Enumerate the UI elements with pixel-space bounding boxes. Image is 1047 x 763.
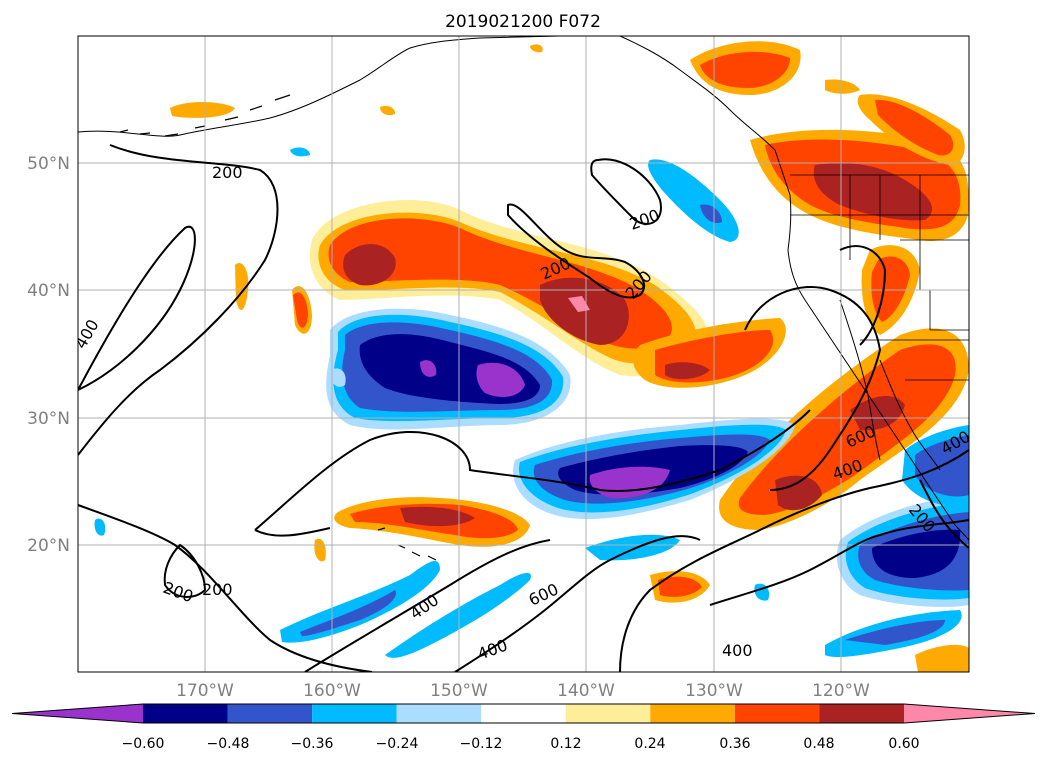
positive-anomaly-region xyxy=(825,79,860,94)
positive-anomaly-region xyxy=(235,262,249,311)
colorbar-tick-label: 0.48 xyxy=(803,736,834,752)
positive-anomaly-region xyxy=(530,44,543,53)
positive-anomaly-region xyxy=(314,538,326,562)
latitude-labels: 50°N 40°N 30°N 20°N xyxy=(27,154,70,556)
lon-label: 150°W xyxy=(430,681,488,701)
negative-anomaly-region xyxy=(845,620,945,645)
contour-label: 400 xyxy=(722,641,753,660)
positive-anomaly-region xyxy=(875,99,954,156)
contour-line xyxy=(839,245,887,346)
positive-anomaly-region xyxy=(293,292,308,328)
negative-anomaly-region xyxy=(476,362,525,397)
positive-anomaly-region xyxy=(540,277,629,345)
positive-anomaly-region xyxy=(665,362,710,380)
positive-anomaly-region xyxy=(738,344,956,515)
lon-label: 130°W xyxy=(685,681,743,701)
state-borders xyxy=(790,174,969,381)
positive-anomaly-region xyxy=(813,163,933,221)
positive-anomaly-region xyxy=(380,105,396,116)
contour-line xyxy=(78,225,196,391)
coastlines xyxy=(78,36,969,561)
positive-anomaly-region xyxy=(400,506,475,527)
colorbar-tick-label: 0.12 xyxy=(550,736,581,752)
colorbar-bin xyxy=(312,704,397,723)
gridlines xyxy=(78,36,969,672)
contour-line xyxy=(304,539,551,672)
colorbar xyxy=(11,703,1036,724)
colorbar-tick-labels: −0.60 −0.48 −0.36 −0.24 −0.12 0.12 0.24 … xyxy=(122,736,920,752)
contour-line xyxy=(78,504,373,672)
negative-anomaly-region xyxy=(280,560,440,643)
lon-label: 120°W xyxy=(812,681,870,701)
contour-line xyxy=(709,519,969,606)
positive-anomaly-region xyxy=(658,576,702,597)
longitude-labels: 170°W 160°W 150°W 140°W 130°W 120°W xyxy=(176,681,870,701)
contour-line xyxy=(163,543,207,598)
negative-anomaly-region xyxy=(872,529,961,578)
colorbar-bin xyxy=(227,704,313,723)
colorbar-tick-label: −0.60 xyxy=(122,736,165,752)
contour-line xyxy=(254,409,811,531)
colorbar-tick-label: −0.12 xyxy=(460,736,503,752)
positive-anomaly-region xyxy=(850,395,905,431)
colorbar-bin xyxy=(819,704,904,723)
negative-anomaly-region xyxy=(330,368,346,387)
map-area: 200 200 200 200 200 200 200 400 400 400 … xyxy=(78,36,969,672)
colorbar-bin xyxy=(904,704,1035,723)
positive-anomaly-region xyxy=(343,244,396,286)
positive-anomaly-region xyxy=(775,475,822,511)
colorbar-tick-label: −0.24 xyxy=(376,736,419,752)
colorbar-bin xyxy=(481,704,566,723)
shaded-anomaly-fields xyxy=(94,41,969,672)
contour-line xyxy=(619,449,969,672)
aleutian-islands xyxy=(119,94,291,137)
lon-label: 140°W xyxy=(557,681,615,701)
negative-anomaly-region xyxy=(420,360,437,377)
contour-line xyxy=(507,203,645,299)
contour-line xyxy=(254,527,331,537)
colorbar-bin xyxy=(12,704,143,723)
lon-label: 170°W xyxy=(176,681,234,701)
negative-anomaly-region xyxy=(94,518,106,536)
map-frame xyxy=(77,35,970,673)
colorbar-bin xyxy=(143,704,228,723)
hawaii-islands xyxy=(377,527,437,561)
colorbar-tick-label: 0.60 xyxy=(888,736,919,752)
colorbar-bin xyxy=(565,704,651,723)
lat-label: 30°N xyxy=(27,409,70,429)
alaska-coastline xyxy=(78,36,776,151)
colorbar-bin xyxy=(396,704,482,723)
lat-label: 50°N xyxy=(27,154,70,174)
positive-anomaly-region xyxy=(170,102,235,118)
colorbar-tick-label: 0.36 xyxy=(719,736,750,752)
negative-anomaly-region xyxy=(290,147,310,157)
colorbar-tick-label: −0.48 xyxy=(207,736,250,752)
negative-anomaly-region xyxy=(300,590,396,636)
contour-line xyxy=(590,158,662,225)
contour-line xyxy=(744,285,882,491)
height-contours xyxy=(78,144,969,672)
contour-line xyxy=(919,479,969,549)
contour-line xyxy=(78,144,279,456)
contour-label: 200 xyxy=(212,163,243,182)
lat-label: 20°N xyxy=(27,536,70,556)
positive-anomaly-region xyxy=(700,51,790,88)
lat-label: 40°N xyxy=(27,281,70,301)
colorbar-bin xyxy=(734,704,820,723)
colorbar-tick-label: 0.24 xyxy=(634,736,665,752)
contour-line xyxy=(454,535,701,672)
contour-label: 200 xyxy=(202,580,233,599)
colorbar-outline xyxy=(11,703,1036,724)
positive-anomaly-region xyxy=(568,296,590,312)
map-title: 2019021200 F072 xyxy=(445,12,601,32)
negative-anomaly-region xyxy=(385,572,531,658)
baja-coastline xyxy=(839,299,941,471)
negative-anomaly-region xyxy=(700,204,722,224)
positive-anomaly-region xyxy=(915,644,969,672)
colorbar-tick-label: −0.36 xyxy=(291,736,334,752)
colorbar-bin xyxy=(650,704,735,723)
north-america-coastline xyxy=(774,149,969,541)
lon-label: 160°W xyxy=(303,681,361,701)
